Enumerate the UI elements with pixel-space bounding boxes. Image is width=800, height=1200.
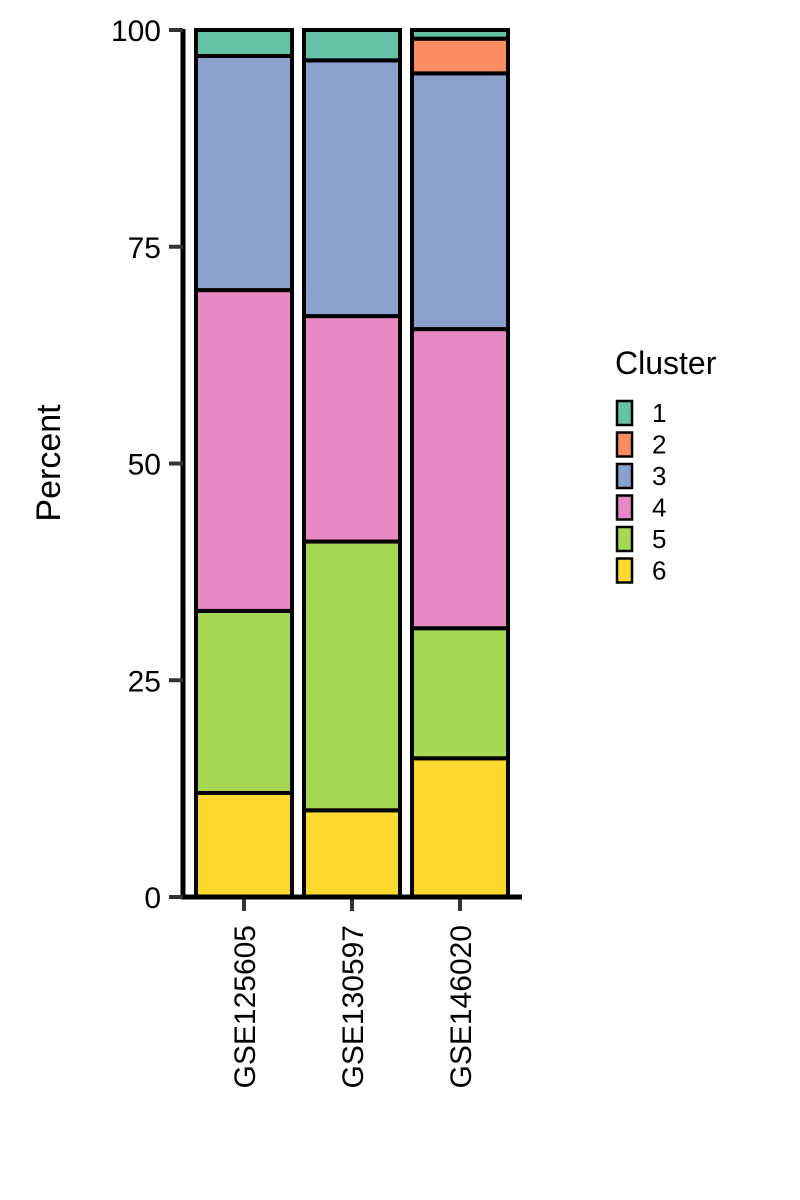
bar-segment-GSE125605-cluster-1 [194, 28, 294, 59]
x-tick-label: GSE130597 [337, 925, 370, 1088]
x-tick-label: GSE125605 [229, 925, 262, 1088]
legend-label-cluster-2: 2 [652, 430, 666, 460]
bar-segment-GSE130597-cluster-4 [302, 314, 402, 544]
bar-segment-GSE146020-cluster-4 [410, 327, 510, 631]
legend-key-cluster-5 [615, 525, 634, 553]
y-tick-label: 100 [111, 15, 161, 48]
legend-key-cluster-2 [615, 431, 634, 458]
legend-label-cluster-6: 6 [652, 556, 666, 586]
y-tick-label: 0 [144, 882, 161, 915]
bar-segment-GSE125605-cluster-5 [194, 608, 294, 795]
bar-segment-GSE130597-cluster-6 [302, 808, 402, 899]
y-axis-title: Percent [30, 404, 68, 522]
x-tick-label: GSE146020 [445, 925, 478, 1088]
bar-segment-GSE125605-cluster-4 [194, 288, 294, 613]
bars-group [194, 28, 510, 900]
bar-segment-GSE125605-cluster-6 [194, 790, 294, 900]
legend-key-cluster-3 [615, 462, 634, 490]
legend-label-cluster-5: 5 [652, 524, 666, 554]
y-tick-label: 75 [128, 232, 161, 265]
bar-segment-GSE130597-cluster-1 [302, 28, 402, 63]
legend-key-cluster-1 [615, 399, 634, 427]
bar-segment-GSE130597-cluster-3 [302, 58, 402, 319]
legend-label-cluster-4: 4 [652, 493, 666, 523]
legend-title: Cluster [615, 345, 717, 381]
bar-segment-GSE146020-cluster-2 [410, 36, 510, 76]
bar-segment-GSE146020-cluster-5 [410, 626, 510, 761]
bar-segment-GSE130597-cluster-5 [302, 539, 402, 813]
legend-label-cluster-1: 1 [652, 398, 666, 428]
y-tick-label: 25 [128, 665, 161, 698]
bar-segment-GSE125605-cluster-3 [194, 54, 294, 293]
bar-segment-GSE146020-cluster-3 [410, 71, 510, 332]
y-tick-label: 50 [128, 449, 161, 482]
legend-key-cluster-4 [615, 494, 634, 521]
bar-segment-GSE146020-cluster-1 [410, 28, 510, 41]
bar-segment-GSE146020-cluster-6 [410, 756, 510, 900]
axes-group: GSE125605 GSE130597 GSE146020 0 25 50 75 100 [111, 15, 522, 1088]
legend-key-cluster-6 [615, 557, 634, 584]
legend-label-cluster-3: 3 [652, 461, 666, 491]
